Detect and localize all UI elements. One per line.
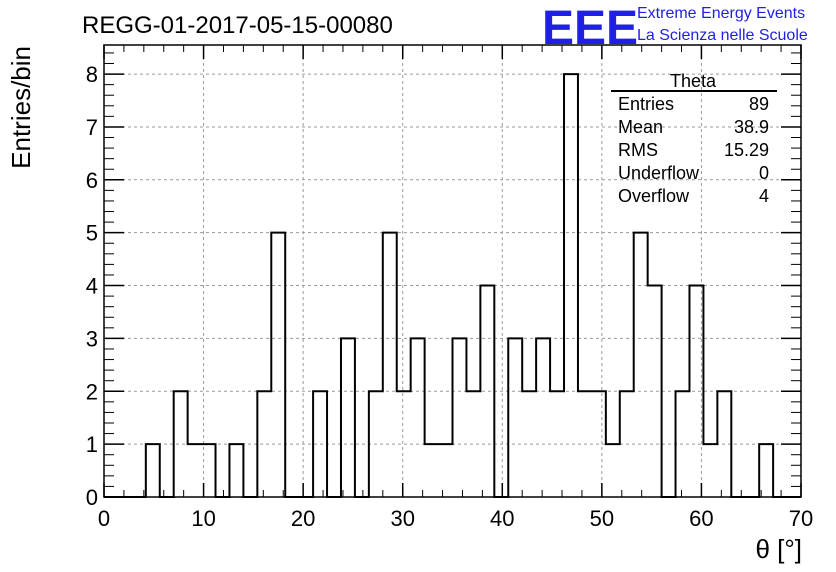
logo-line-2: La Scienza nelle Scuole	[637, 27, 808, 44]
stats-value-rms: 15.29	[724, 140, 769, 160]
axis-ticks	[103, 45, 802, 498]
stats-box: Theta Entries 89 Mean 38.9 RMS 15.29 Und…	[611, 71, 777, 206]
stats-label-overflow: Overflow	[618, 186, 690, 206]
y-tick-label-3: 3	[86, 326, 98, 351]
y-tick-label-6: 6	[86, 168, 98, 193]
stats-value-overflow: 4	[759, 186, 769, 206]
y-tick-label-5: 5	[86, 221, 98, 246]
x-tick-label-2: 20	[291, 506, 315, 531]
histogram-outline	[104, 73, 801, 498]
x-tick-label-0: 0	[98, 506, 110, 531]
logo-eee: EEE	[542, 2, 638, 55]
stats-value-underflow: 0	[759, 163, 769, 183]
stats-title: Theta	[670, 71, 717, 91]
x-tick-label-6: 60	[689, 506, 713, 531]
stats-label-entries: Entries	[618, 94, 674, 114]
y-tick-label-2: 2	[86, 379, 98, 404]
y-tick-label-8: 8	[86, 62, 98, 87]
y-tick-label-0: 0	[86, 485, 98, 510]
stats-value-entries: 89	[749, 94, 769, 114]
stats-label-mean: Mean	[618, 117, 663, 137]
x-tick-label-1: 10	[191, 506, 215, 531]
y-tick-label-7: 7	[86, 115, 98, 140]
x-tick-label-7: 70	[789, 506, 813, 531]
x-tick-label-4: 40	[490, 506, 514, 531]
logo-line-1: Extreme Energy Events	[637, 5, 805, 22]
x-tick-label-5: 50	[590, 506, 614, 531]
y-tick-label-4: 4	[86, 274, 98, 299]
stats-label-underflow: Underflow	[618, 163, 700, 183]
x-axis-label: θ [°]	[755, 534, 802, 564]
eee-logo: EEE Extreme Energy Events La Scienza nel…	[542, 2, 808, 55]
plot-frame	[103, 44, 802, 498]
stats-value-mean: 38.9	[734, 117, 769, 137]
y-axis-label: Entries/bin	[6, 46, 36, 169]
chart-title: REGG-01-2017-05-15-00080	[82, 12, 393, 39]
stats-label-rms: RMS	[618, 140, 658, 160]
x-tick-label-3: 30	[390, 506, 414, 531]
y-tick-label-1: 1	[86, 432, 98, 457]
